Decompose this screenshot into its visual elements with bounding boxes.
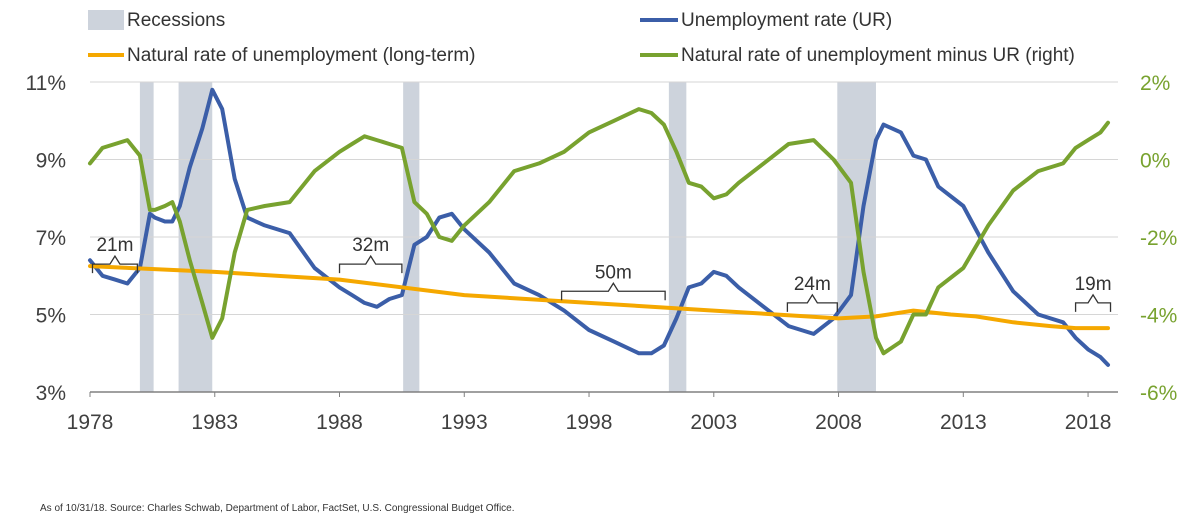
annotation-label-3: 50m (595, 262, 632, 283)
legend: Recessions Unemployment rate (UR) Natura… (88, 10, 1075, 66)
y-left-tick-label-3: 7% (36, 227, 66, 250)
y-right-tick-label-3: -2% (1140, 227, 1177, 250)
legend-natural-label: Natural rate of unemployment (long-term) (127, 45, 475, 66)
annotation-bracket-1 (91, 254, 139, 274)
annotation-label-2: 32m (352, 235, 389, 256)
y-right-tick-label-1: -6% (1140, 382, 1177, 405)
y-right-tick-label-5: 2% (1140, 72, 1170, 95)
x-tick-label-1978: 1978 (67, 411, 114, 434)
x-tick-label-1988: 1988 (316, 411, 363, 434)
legend-unemployment-label: Unemployment rate (UR) (681, 10, 892, 31)
legend-gap-label: Natural rate of unemployment minus UR (r… (681, 45, 1075, 66)
annotation-label-5: 19m (1075, 274, 1112, 295)
annotation-bracket-4 (786, 293, 838, 312)
x-tick-label-1993: 1993 (441, 411, 488, 434)
x-tick-label-2018: 2018 (1065, 411, 1112, 434)
y-left-tick-label-1: 3% (36, 382, 66, 405)
y-left-tick-label-4: 9% (36, 150, 66, 173)
x-tick-label-1998: 1998 (566, 411, 613, 434)
source-note: As of 10/31/18. Source: Charles Schwab, … (40, 503, 515, 514)
x-tick-label-1983: 1983 (191, 411, 238, 434)
annotation-label-4: 24m (794, 274, 831, 295)
annotation-bracket-3 (560, 282, 666, 301)
x-tick-label-2003: 2003 (690, 411, 737, 434)
natural-minus-ur-line (88, 107, 1110, 356)
legend-recessions-label: Recessions (127, 10, 225, 31)
series-lines (88, 87, 1110, 367)
y-left-tick-label-2: 5% (36, 305, 66, 328)
legend-recessions-swatch (88, 10, 124, 30)
annotation-bracket-5 (1074, 293, 1112, 312)
natural-rate-line (88, 264, 1110, 331)
expansion-annotations: 21m 32m 50m 24m 19m (91, 235, 1112, 312)
x-tick-label-2013: 2013 (940, 411, 987, 434)
y-left-tick-label-5: 11% (26, 72, 66, 95)
y-right-tick-label-2: -4% (1140, 305, 1177, 328)
axes: 1978 1983 1988 1993 1998 2003 2008 2013 2018 3% 5%… (26, 72, 1178, 434)
unemployment-rate-line (88, 87, 1110, 367)
y-right-tick-label-4: 0% (1140, 150, 1170, 173)
annotation-bracket-2 (338, 254, 403, 274)
annotation-label-1: 21m (96, 235, 133, 256)
x-tick-label-2008: 2008 (815, 411, 862, 434)
